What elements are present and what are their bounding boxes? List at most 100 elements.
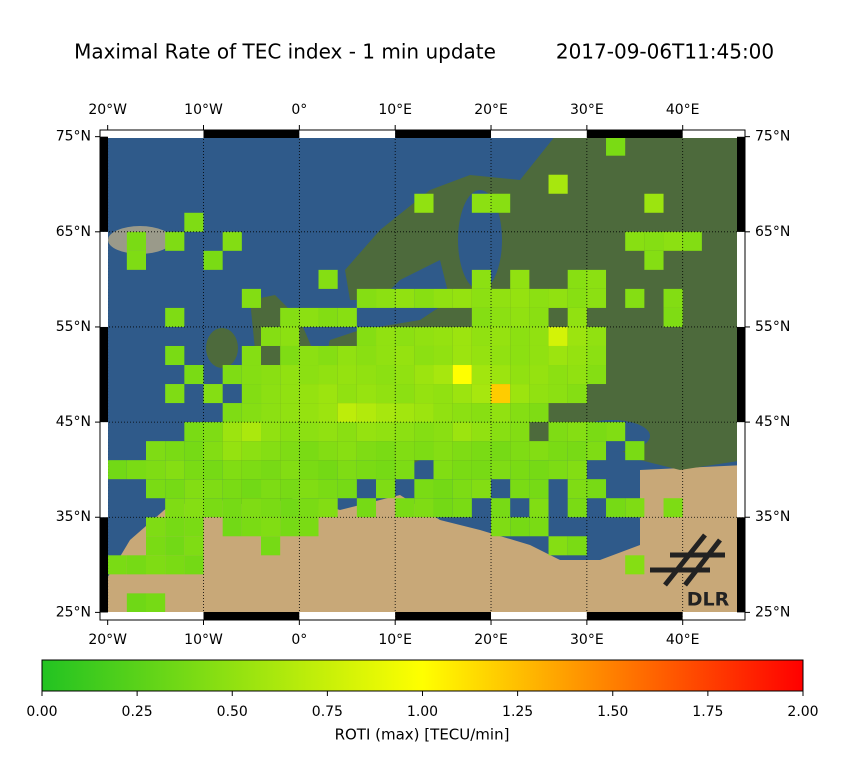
roti-cell (663, 231, 683, 251)
roti-cell (491, 403, 511, 423)
roti-cell (586, 441, 607, 461)
timestamp: 2017-09-06T11:45:00 (556, 40, 774, 64)
roti-cell (318, 460, 338, 480)
x-tick-label: 10°W (184, 102, 223, 118)
roti-cell (241, 384, 262, 404)
roti-cell (165, 536, 185, 556)
title: Maximal Rate of TEC index - 1 min update (74, 40, 496, 64)
roti-cell (529, 307, 549, 327)
y-tick-label: 25°N (56, 604, 91, 620)
x-tick-label: 40°E (666, 632, 700, 648)
roti-cell (433, 384, 453, 404)
roti-cell (222, 231, 242, 251)
roti-cell (548, 536, 568, 556)
roti-cell (548, 441, 568, 461)
roti-cell (203, 498, 223, 518)
roti-cell (126, 555, 147, 575)
frame-segment (100, 231, 108, 327)
roti-cell (356, 288, 377, 308)
roti-cell (433, 288, 453, 308)
roti-cell (356, 365, 377, 385)
roti-cell (567, 307, 587, 327)
roti-cell (529, 345, 549, 366)
roti-cell (184, 422, 204, 442)
roti-cell (471, 269, 492, 289)
frame-segment (737, 130, 745, 137)
roti-cell (491, 307, 511, 327)
roti-cell (222, 479, 242, 499)
roti-cell (165, 517, 185, 537)
frame-segment (100, 130, 108, 137)
roti-cell (452, 422, 472, 442)
roti-cell (433, 326, 453, 346)
roti-cell (165, 479, 185, 499)
roti-cell (280, 365, 300, 385)
roti-cell (471, 193, 492, 213)
roti-cell (491, 498, 511, 518)
roti-cell (318, 498, 338, 518)
y-tick-label: 75°N (56, 129, 91, 145)
roti-cell (510, 460, 530, 480)
colorbar-tick-label: 1.75 (692, 704, 723, 720)
roti-cell (567, 269, 587, 289)
roti-cell (395, 384, 415, 404)
roti-cell (510, 269, 530, 289)
roti-cell (567, 422, 587, 442)
roti-cell (452, 384, 472, 404)
roti-cell (510, 307, 530, 327)
roti-cell (529, 326, 549, 346)
x-tick-label: 20°E (474, 632, 508, 648)
roti-cell (414, 288, 434, 308)
frame-segment (203, 130, 300, 138)
roti-cell (433, 498, 453, 518)
roti-cell (261, 403, 281, 423)
roti-cell (222, 365, 242, 385)
roti-cell (261, 460, 281, 480)
roti-cell (222, 517, 242, 537)
x-tick-label: 10°W (184, 632, 223, 648)
roti-cell (203, 250, 223, 270)
roti-cell (395, 460, 415, 480)
roti-cell (203, 479, 223, 499)
roti-cell (222, 441, 242, 461)
roti-cell (395, 365, 415, 385)
frame-segment (395, 130, 492, 138)
roti-cell (586, 288, 607, 308)
roti-cell (376, 403, 396, 423)
roti-cell (548, 326, 568, 346)
roti-cell (222, 422, 242, 442)
roti-cell (625, 441, 645, 461)
roti-cell (414, 479, 434, 499)
roti-cell (280, 422, 300, 442)
x-tick-label: 40°E (666, 102, 700, 118)
x-tick-label: 30°E (570, 102, 604, 118)
roti-cell (280, 441, 300, 461)
roti-cell (510, 517, 530, 537)
roti-cell (567, 498, 587, 518)
y-tick-label: 45°N (56, 414, 91, 430)
roti-cell (203, 384, 223, 404)
roti-cell (471, 460, 492, 480)
roti-cell (184, 365, 204, 385)
colorbar-tick-label: 1.25 (502, 704, 533, 720)
y-tick-label: 75°N (755, 129, 790, 145)
frame-segment (737, 136, 745, 232)
roti-cell (510, 403, 530, 423)
roti-cell (395, 288, 415, 308)
frame-segment (100, 422, 108, 518)
roti-cell (356, 384, 377, 404)
roti-cell (414, 326, 434, 346)
roti-cell (586, 365, 607, 385)
roti-cell (433, 422, 453, 442)
roti-cell (165, 307, 185, 327)
roti-cell (203, 460, 223, 480)
roti-cell (241, 460, 262, 480)
roti-cell (337, 460, 357, 480)
roti-cell (337, 422, 357, 442)
logo-mark (650, 533, 725, 587)
frame-segment (491, 612, 587, 620)
roti-cell (567, 288, 587, 308)
roti-cell (299, 441, 319, 461)
roti-cell (376, 422, 396, 442)
